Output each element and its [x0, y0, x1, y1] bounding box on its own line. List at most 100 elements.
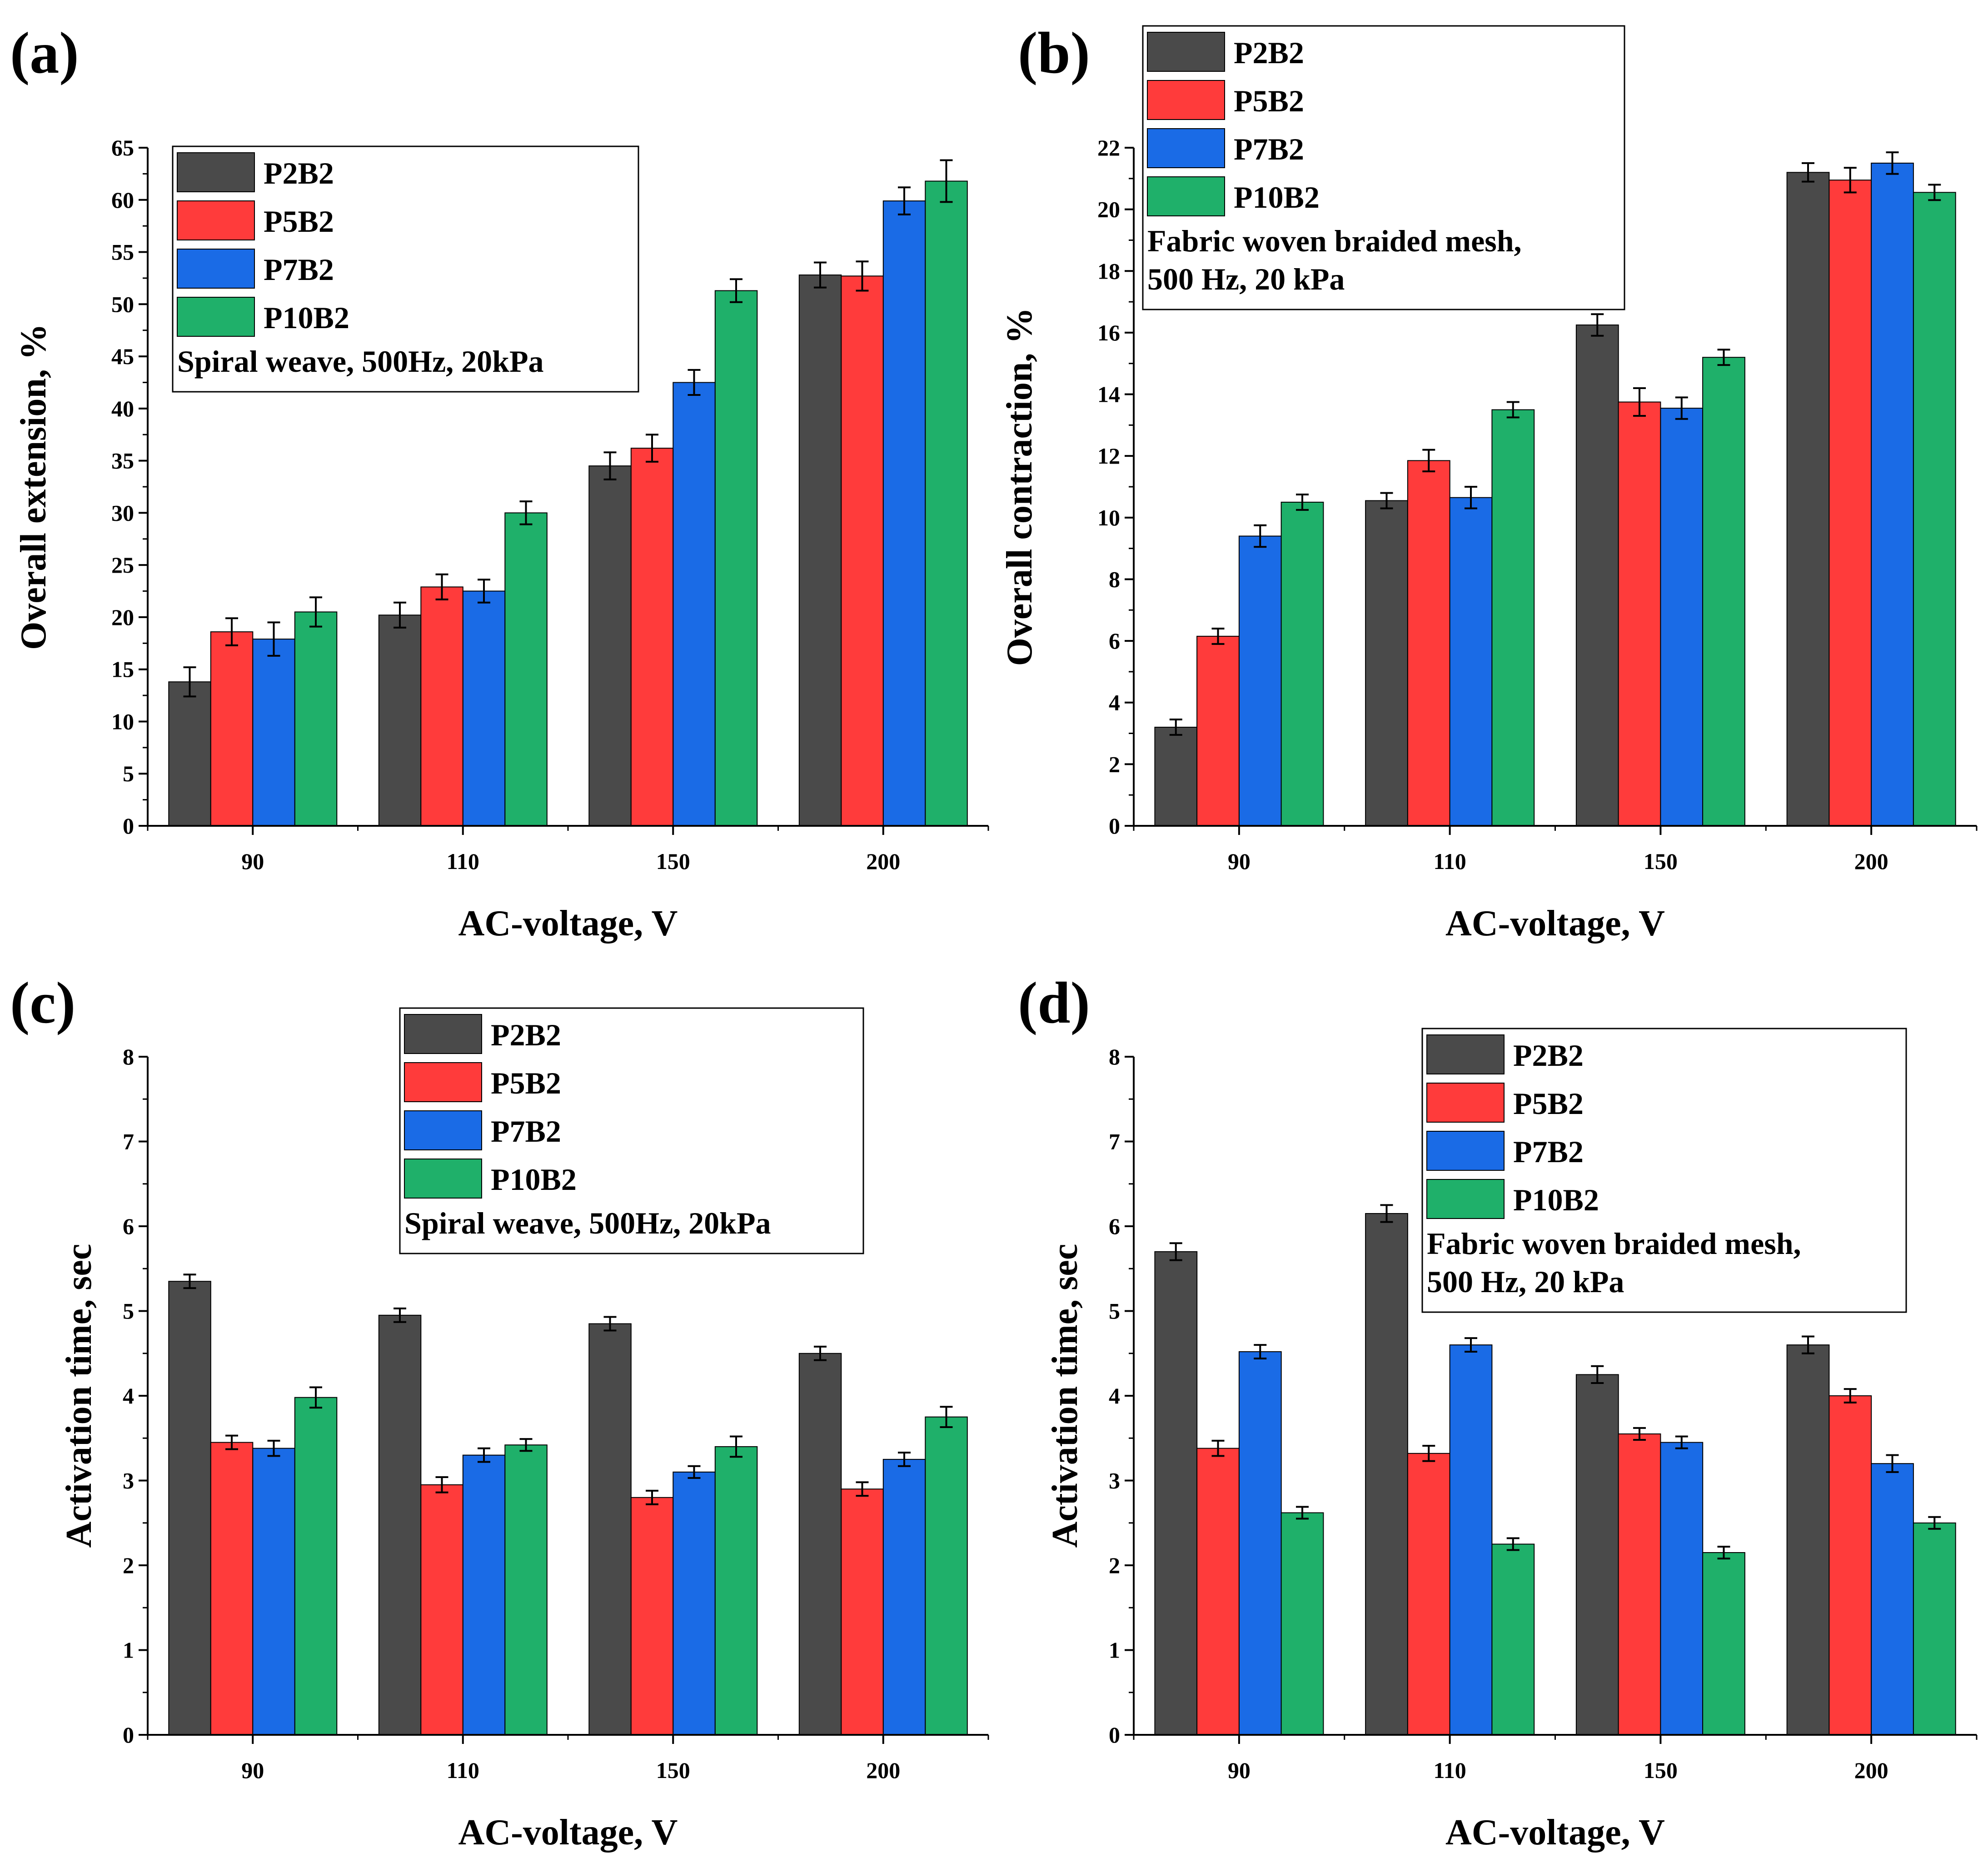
- bar-P7B2-110: [1449, 1344, 1493, 1736]
- y-tick-label: 50: [111, 291, 134, 317]
- legend-label-P5B2: P5B2: [264, 204, 334, 239]
- panel-label: (a): [10, 20, 79, 86]
- bar-P2B2-90: [168, 681, 211, 826]
- y-tick-label: 20: [1097, 197, 1120, 222]
- error-bar-P7B2-200: [898, 1451, 911, 1467]
- y-tick-label: 2: [1109, 751, 1120, 777]
- y-tick-label: 20: [111, 604, 134, 630]
- bar-P7B2-200: [1871, 1463, 1914, 1735]
- bar-P7B2-90: [1238, 1351, 1282, 1735]
- x-tick-label: 200: [1854, 1758, 1888, 1783]
- error-bar-P7B2-150: [1675, 1435, 1688, 1449]
- panel-label: (b): [1018, 20, 1090, 86]
- legend-note: 500 Hz, 20 kPa: [1147, 262, 1345, 296]
- y-tick-label: 10: [1097, 505, 1120, 530]
- legend-swatch-P10B2: [404, 1159, 482, 1199]
- error-bar-P2B2-110: [394, 601, 406, 629]
- bar-P5B2-200: [841, 1488, 884, 1735]
- bar-P5B2-110: [420, 586, 463, 826]
- legend-label-P5B2: P5B2: [491, 1066, 561, 1100]
- x-tick-label: 90: [241, 1758, 264, 1783]
- bar-P10B2-110: [504, 1444, 548, 1735]
- error-bar-P2B2-90: [183, 1274, 196, 1289]
- legend-note: Fabric woven braided mesh,: [1147, 224, 1522, 258]
- error-bar-P7B2-110: [1465, 486, 1477, 509]
- bar-P10B2-200: [925, 180, 968, 826]
- error-bar-P5B2-90: [225, 1434, 238, 1450]
- bar-P5B2-150: [1618, 401, 1661, 826]
- bar-P5B2-150: [1618, 1433, 1661, 1735]
- bar-P5B2-110: [1407, 1453, 1450, 1736]
- error-bar-P7B2-90: [267, 621, 280, 657]
- bar-P7B2-110: [462, 1454, 506, 1736]
- bar-P7B2-150: [1660, 1442, 1704, 1736]
- legend-label-P10B2: P10B2: [264, 300, 349, 335]
- error-bar-P2B2-200: [814, 261, 827, 289]
- error-bar-P7B2-110: [478, 579, 490, 604]
- bar-P2B2-200: [798, 1353, 842, 1736]
- y-axis-title: Activation time, sec: [1045, 1244, 1085, 1548]
- chart-panel-c: (c) 0 1 2 3 4 5 6 7 8 90 110 150 200 AC-voltage, V Acti…: [10, 970, 989, 1853]
- bar-P7B2-110: [462, 590, 506, 826]
- legend-label-P7B2: P7B2: [264, 252, 334, 287]
- y-tick-label: 2: [123, 1553, 134, 1578]
- bar-P5B2-150: [630, 1497, 674, 1736]
- error-bar-P5B2-200: [1844, 1388, 1857, 1403]
- bar-P10B2-90: [1280, 1512, 1324, 1735]
- error-bar-P2B2-200: [1802, 162, 1814, 183]
- error-bar-P7B2-150: [688, 369, 701, 396]
- legend-label-P10B2: P10B2: [491, 1162, 577, 1197]
- x-tick-label: 150: [656, 1758, 690, 1783]
- y-tick-label: 25: [111, 552, 134, 578]
- y-tick-label: 3: [123, 1468, 134, 1493]
- error-bar-P10B2-200: [1928, 1516, 1941, 1530]
- bar-P5B2-90: [210, 631, 254, 826]
- error-bar-P5B2-110: [435, 573, 448, 600]
- bar-P10B2-110: [1491, 1543, 1535, 1735]
- bar-P10B2-90: [294, 1397, 338, 1735]
- bar-P7B2-90: [252, 639, 295, 826]
- y-tick-label: 65: [111, 135, 134, 160]
- y-tick-label: 0: [123, 1722, 134, 1748]
- bar-P5B2-200: [1829, 1395, 1872, 1735]
- bar-P2B2-110: [1365, 500, 1408, 826]
- y-tick-label: 6: [1109, 628, 1120, 654]
- error-bar-P5B2-150: [646, 434, 658, 463]
- x-tick-label: 200: [866, 1758, 900, 1783]
- error-bar-P10B2-110: [1506, 401, 1520, 419]
- error-bar-P10B2-150: [1717, 349, 1730, 366]
- y-tick-label: 0: [123, 813, 134, 839]
- chart-panel-b: (b) 0 2 4 6 8 10 12 14 16 18 20 22 90 110 150 200 AC-volt…: [1000, 20, 1978, 944]
- legend-note: Spiral weave, 500Hz, 20kPa: [177, 344, 544, 379]
- y-tick-label: 4: [1109, 1383, 1120, 1408]
- error-bar-P5B2-90: [225, 617, 238, 646]
- x-tick-label: 150: [1644, 1758, 1678, 1783]
- y-tick-label: 2: [1109, 1553, 1120, 1578]
- y-tick-label: 4: [123, 1383, 134, 1408]
- bar-P2B2-200: [1786, 172, 1830, 826]
- error-bar-P5B2-200: [856, 1481, 869, 1497]
- error-bar-P5B2-150: [1633, 387, 1646, 417]
- legend-swatch-P5B2: [1147, 80, 1225, 120]
- error-bar-P2B2-90: [183, 666, 196, 698]
- bar-P7B2-200: [1871, 162, 1914, 826]
- legend-label-P2B2: P2B2: [1513, 1038, 1584, 1073]
- y-tick-label: 16: [1097, 320, 1120, 345]
- y-tick-label: 55: [111, 240, 134, 265]
- error-bar-P7B2-200: [1886, 1454, 1899, 1473]
- bar-P7B2-200: [882, 200, 926, 827]
- x-tick-label: 90: [1228, 1758, 1251, 1783]
- y-tick-label: 8: [1109, 566, 1120, 592]
- error-bar-P2B2-110: [394, 1307, 406, 1323]
- error-bar-P5B2-110: [435, 1476, 448, 1493]
- chart-panel-a: (a) 0 5 10 15 20 25 30 35 40 45 50 55 60 65 90 110 150 200…: [10, 20, 989, 944]
- error-bar-P10B2-150: [730, 1435, 742, 1458]
- bar-P2B2-150: [588, 1323, 632, 1735]
- error-bar-P5B2-110: [1422, 449, 1435, 473]
- error-bar-P10B2-110: [1506, 1537, 1520, 1551]
- x-axis-title: AC-voltage, V: [458, 904, 678, 944]
- y-tick-label: 4: [1109, 690, 1120, 715]
- legend: P2B2 P5B2 P7B2 P10B2 Spiral weave, 500Hz, 20…: [399, 1007, 864, 1254]
- legend-label-P10B2: P10B2: [1234, 180, 1320, 215]
- bar-P7B2-110: [1449, 497, 1493, 826]
